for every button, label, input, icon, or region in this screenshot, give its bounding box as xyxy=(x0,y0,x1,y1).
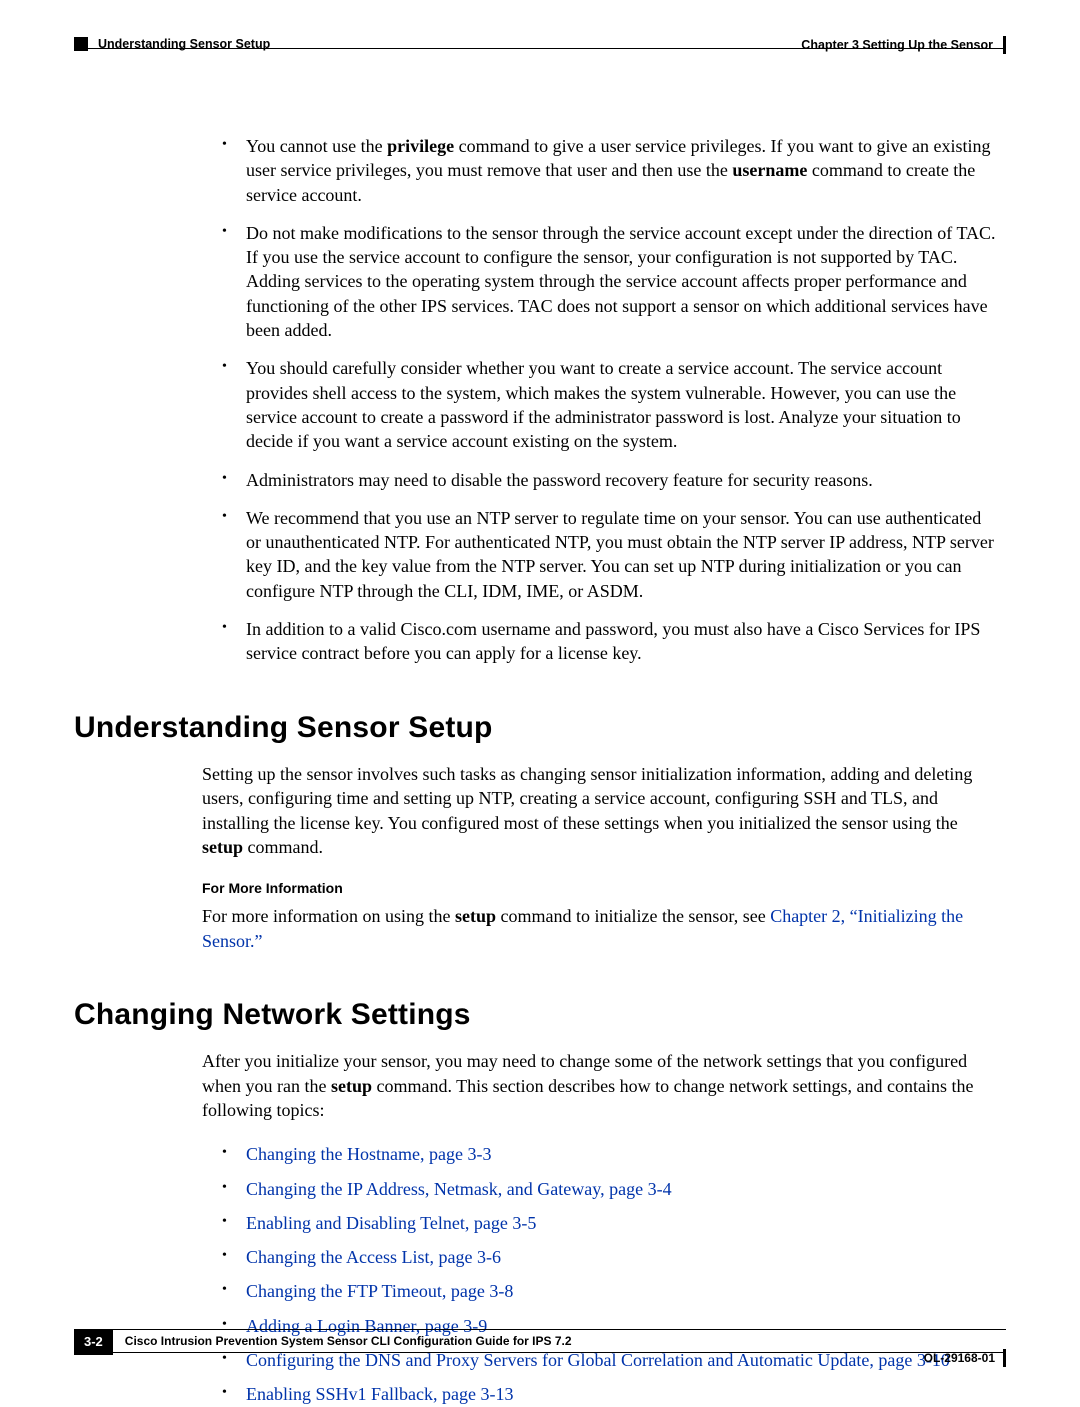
header-left: Understanding Sensor Setup xyxy=(74,36,270,53)
header-right: Chapter 3 Setting Up the Sensor xyxy=(801,36,1006,54)
topic-link[interactable]: Enabling and Disabling Telnet, page 3-5 xyxy=(246,1213,536,1233)
bullet-text: Administrators may need to disable the p… xyxy=(246,470,873,490)
footer-right: OL-29168-01 xyxy=(924,1349,1006,1367)
page-header: Understanding Sensor Setup Chapter 3 Set… xyxy=(74,36,1006,54)
list-item: Changing the FTP Timeout, page 3-8 xyxy=(222,1279,998,1303)
bullet-text: In addition to a valid Cisco.com usernam… xyxy=(246,619,980,663)
bullet-item: We recommend that you use an NTP server … xyxy=(222,506,998,603)
para-bold: setup xyxy=(331,1076,372,1096)
topic-link[interactable]: Changing the IP Address, Netmask, and Ga… xyxy=(246,1179,672,1199)
heading-understanding-sensor-setup: Understanding Sensor Setup xyxy=(74,708,1006,749)
list-item: Changing the Access List, page 3-6 xyxy=(222,1245,998,1269)
para-bold: setup xyxy=(455,906,496,926)
list-item: Changing the IP Address, Netmask, and Ga… xyxy=(222,1177,998,1201)
bullet-text: You should carefully consider whether yo… xyxy=(246,358,961,451)
page-footer: 3-2 Cisco Intrusion Prevention System Se… xyxy=(74,1329,1006,1355)
topic-link[interactable]: Changing the Access List, page 3-6 xyxy=(246,1247,501,1267)
footer-doc-title: Cisco Intrusion Prevention System Sensor… xyxy=(125,1333,572,1349)
bullet-item: In addition to a valid Cisco.com usernam… xyxy=(222,617,998,666)
topic-link[interactable]: Changing the Hostname, page 3-3 xyxy=(246,1144,491,1164)
header-bar-icon xyxy=(1003,36,1006,54)
list-item: Changing the Hostname, page 3-3 xyxy=(222,1142,998,1166)
header-chapter: Chapter 3 Setting Up the Sensor xyxy=(801,37,993,54)
bullet-text-segment: You cannot use the xyxy=(246,136,387,156)
header-marker-icon xyxy=(74,37,88,51)
bullet-text: Do not make modifications to the sensor … xyxy=(246,223,996,340)
intro-bullet-list: You cannot use the privilege command to … xyxy=(222,134,998,666)
for-more-information-heading: For More Information xyxy=(202,879,1006,898)
header-rule xyxy=(74,48,1006,49)
content: You cannot use the privilege command to … xyxy=(74,134,1006,1407)
heading-changing-network-settings: Changing Network Settings xyxy=(74,995,1006,1036)
footer-bar-icon xyxy=(1003,1349,1006,1367)
footer-title-bar: Cisco Intrusion Prevention System Sensor… xyxy=(113,1329,1006,1353)
bullet-item: You cannot use the privilege command to … xyxy=(222,134,998,207)
header-section-title: Understanding Sensor Setup xyxy=(98,36,270,53)
footer-doc-id: OL-29168-01 xyxy=(924,1350,995,1366)
topic-link[interactable]: Changing the FTP Timeout, page 3-8 xyxy=(246,1281,513,1301)
bullet-item: Do not make modifications to the sensor … xyxy=(222,221,998,342)
para-segment: command to initialize the sensor, see xyxy=(496,906,770,926)
bullet-bold: username xyxy=(732,160,807,180)
section1-more-info: For more information on using the setup … xyxy=(202,904,998,953)
page: Understanding Sensor Setup Chapter 3 Set… xyxy=(0,0,1080,1397)
bullet-item: Administrators may need to disable the p… xyxy=(222,468,998,492)
bullet-text: We recommend that you use an NTP server … xyxy=(246,508,994,601)
topic-link-list: Changing the Hostname, page 3-3 Changing… xyxy=(222,1142,998,1406)
para-segment: command. xyxy=(243,837,323,857)
bullet-bold: privilege xyxy=(387,136,454,156)
bullet-item: You should carefully consider whether yo… xyxy=(222,356,998,453)
list-item: Enabling and Disabling Telnet, page 3-5 xyxy=(222,1211,998,1235)
footer-page-number: 3-2 xyxy=(74,1329,113,1355)
para-segment: Setting up the sensor involves such task… xyxy=(202,764,972,833)
para-bold: setup xyxy=(202,837,243,857)
para-segment: For more information on using the xyxy=(202,906,455,926)
section2-paragraph: After you initialize your sensor, you ma… xyxy=(202,1049,998,1122)
section1-paragraph: Setting up the sensor involves such task… xyxy=(202,762,998,859)
topic-link[interactable]: Enabling SSHv1 Fallback, page 3-13 xyxy=(246,1384,513,1404)
list-item: Enabling SSHv1 Fallback, page 3-13 xyxy=(222,1382,998,1406)
